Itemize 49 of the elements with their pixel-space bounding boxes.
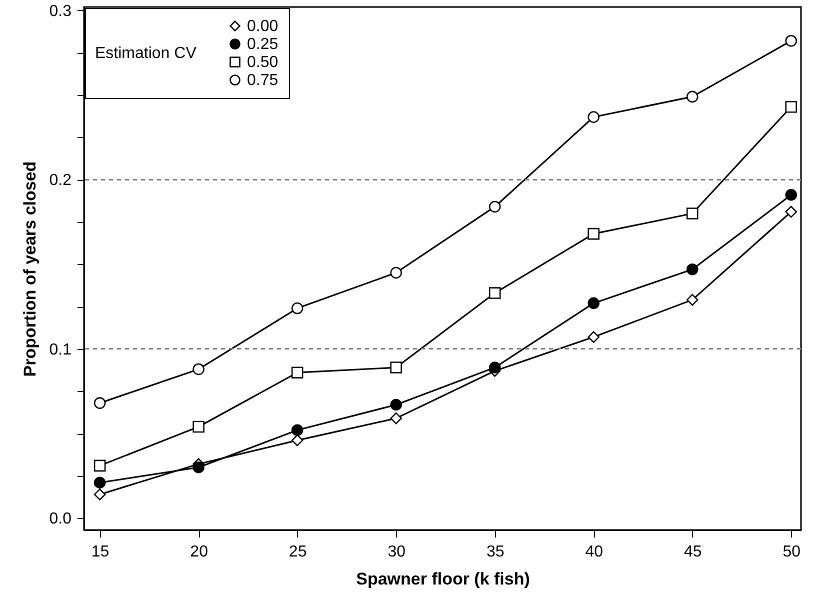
point [390, 362, 402, 374]
x-tick-label: 30 [388, 544, 406, 560]
point [192, 420, 204, 433]
point [390, 266, 402, 279]
point [291, 434, 304, 446]
x-tick-label: 35 [486, 544, 504, 560]
y-tick-label: 0.2 [49, 172, 72, 190]
point [192, 363, 204, 376]
y-tick-label: 0.0 [49, 510, 72, 528]
x-tick-label: 45 [684, 544, 702, 560]
point [785, 100, 798, 113]
y-tick-label: 0.3 [49, 2, 72, 20]
point [686, 90, 698, 103]
point [488, 287, 501, 299]
point [390, 398, 402, 411]
point [291, 302, 304, 314]
point [686, 294, 698, 306]
point [488, 200, 501, 213]
x-tick-label: 25 [288, 544, 307, 560]
legend-label: 0.50 [247, 54, 278, 71]
point [686, 263, 698, 276]
point [94, 460, 106, 472]
point [588, 228, 600, 240]
legend-label: 0.00 [247, 18, 278, 35]
y-axis-title: Proportion of years closed [20, 161, 40, 377]
point [785, 34, 798, 47]
point [192, 461, 204, 474]
point [488, 362, 501, 374]
x-tick-label: 40 [585, 544, 604, 560]
x-tick-label: 15 [91, 544, 110, 560]
point [94, 397, 106, 409]
point [588, 297, 600, 310]
x-tick-label: 50 [782, 544, 801, 560]
point [686, 208, 698, 220]
point [291, 366, 304, 378]
x-axis-title: Spawner floor (k fish) [356, 570, 530, 588]
point [291, 424, 304, 436]
point [588, 331, 600, 343]
x-tick-label: 20 [190, 544, 208, 560]
point [94, 476, 106, 488]
legend-label: 0.25 [247, 36, 278, 53]
point [390, 412, 402, 424]
point [785, 206, 798, 218]
point [94, 488, 106, 500]
legend-title: Estimation CV [95, 45, 197, 62]
legend-label: 0.75 [247, 72, 278, 89]
point [588, 111, 600, 123]
point [785, 188, 798, 201]
y-tick-label: 0.1 [49, 341, 72, 358]
